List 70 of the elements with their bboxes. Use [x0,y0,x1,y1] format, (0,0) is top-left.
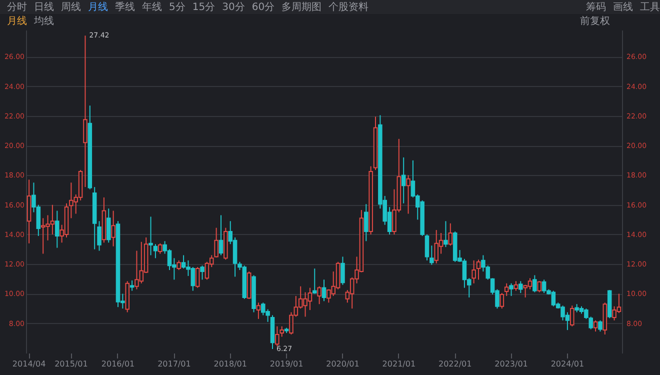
x-tick-label: 2018/01 [214,360,247,368]
candlestick [514,280,518,292]
candlestick [434,230,439,264]
candlestick [218,214,224,256]
candlestick [280,326,284,338]
text: 工具 [640,1,660,14]
candlestick [532,274,537,293]
text: 画线 [613,0,633,14]
text: 月线 [88,0,108,14]
candlestick [448,222,453,246]
candlestick [598,320,602,332]
text: 前复权 [580,14,610,28]
x-tick-label: 2023/01 [494,360,528,368]
candlestick [54,210,60,248]
text: 5分 [169,1,186,14]
candlestick [322,279,326,302]
candlestick [176,260,181,271]
text: 均线 [34,14,54,28]
candlestick [430,245,434,266]
text: 筹码 [586,1,606,14]
candlestick [195,266,200,288]
text: 季线 [115,0,135,14]
candlestick [406,174,410,214]
candlestick [500,292,504,310]
text: 周线 [61,0,81,14]
candlestick [214,227,218,258]
x-tick-label: 2024/01 [550,360,584,368]
text: 分时 [7,0,27,14]
candlestick [106,208,111,244]
candlestick [340,256,345,286]
candlestick [317,286,322,305]
candlestick [158,242,162,254]
candlestick [504,282,509,296]
candlestick [518,280,523,294]
x-tick-label: 2022/01 [438,360,472,368]
candlestick [570,305,574,327]
candlestick [476,259,481,280]
candlestick [153,244,158,259]
candlestick [275,326,280,347]
x-tick-label: 2014/04 [12,360,46,368]
x-tick-label: 2016/01 [101,360,135,368]
x-tick-label: 2019/01 [270,360,304,368]
candlestick [472,260,476,284]
chart-title: 月线 [7,14,27,28]
candlestick [312,268,317,294]
candlestick [593,320,598,332]
text: 个股资料 [328,0,369,14]
candlestick [401,156,406,204]
candlestick [200,265,204,280]
candlestick [148,216,153,256]
text: 多周期图 [282,0,322,14]
candlestick [424,234,430,261]
x-tick-label: 2020/01 [326,360,360,368]
text: 30分 [222,1,245,14]
text: 年线 [142,0,162,14]
candlestick [111,210,116,247]
candlestick [364,204,368,242]
candlestick [256,302,261,320]
x-tick-label: 2015/01 [54,360,88,368]
x-tick-label: 2021/01 [382,360,416,368]
candlestick [130,280,134,292]
candlestick [97,220,102,252]
text: 日线 [34,0,54,14]
text: 60分 [252,1,275,14]
text: 15分 [192,1,216,14]
candlestick [83,35,88,188]
candlestick [509,282,514,296]
candlestick [537,280,542,293]
candlestick [444,220,448,248]
x-tick-label: 2017/01 [158,360,191,368]
